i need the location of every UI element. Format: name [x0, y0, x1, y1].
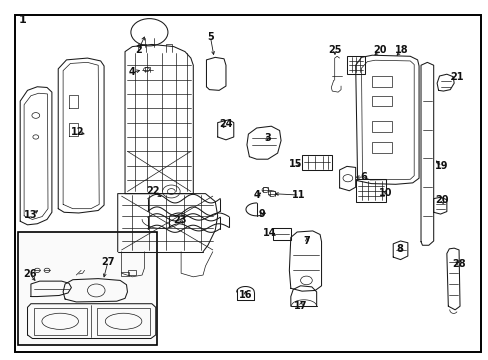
Text: 17: 17 [293, 301, 306, 311]
Bar [272, 228, 291, 240]
Bar [121, 272, 129, 276]
Bar [128, 270, 136, 275]
Text: 11: 11 [292, 190, 305, 200]
Text: 25: 25 [327, 45, 341, 55]
Bar [371, 121, 391, 132]
Text: 20: 20 [434, 195, 448, 205]
Text: 19: 19 [434, 161, 448, 171]
Text: 8: 8 [395, 244, 402, 254]
Text: 22: 22 [146, 186, 159, 197]
Text: 23: 23 [173, 215, 186, 225]
Bar [371, 142, 391, 153]
Text: 28: 28 [451, 259, 465, 269]
Text: 4: 4 [253, 190, 260, 200]
Text: 12: 12 [71, 127, 84, 136]
Text: 5: 5 [206, 32, 213, 41]
Text: 10: 10 [378, 188, 392, 198]
Text: 9: 9 [258, 209, 264, 219]
Text: 6: 6 [360, 172, 366, 182]
Text: 24: 24 [219, 120, 232, 129]
Text: 13: 13 [24, 210, 38, 220]
Text: 15: 15 [288, 159, 302, 169]
Bar [355, 179, 385, 202]
Bar [302, 155, 331, 170]
Bar [34, 308, 86, 335]
Bar [346, 55, 365, 74]
Text: 7: 7 [303, 236, 310, 246]
Bar [371, 96, 391, 107]
Text: 16: 16 [238, 291, 252, 301]
Text: 21: 21 [449, 72, 463, 82]
Bar [18, 232, 157, 345]
Text: 18: 18 [394, 45, 407, 55]
Text: 2: 2 [135, 45, 142, 55]
Text: 27: 27 [101, 257, 115, 267]
Text: 14: 14 [263, 228, 276, 238]
Text: 4: 4 [129, 67, 136, 77]
Text: 1: 1 [19, 15, 26, 26]
Bar [97, 308, 150, 335]
Bar [371, 76, 391, 87]
Text: 3: 3 [264, 133, 271, 143]
Text: 20: 20 [372, 45, 386, 55]
Text: 26: 26 [23, 269, 37, 279]
